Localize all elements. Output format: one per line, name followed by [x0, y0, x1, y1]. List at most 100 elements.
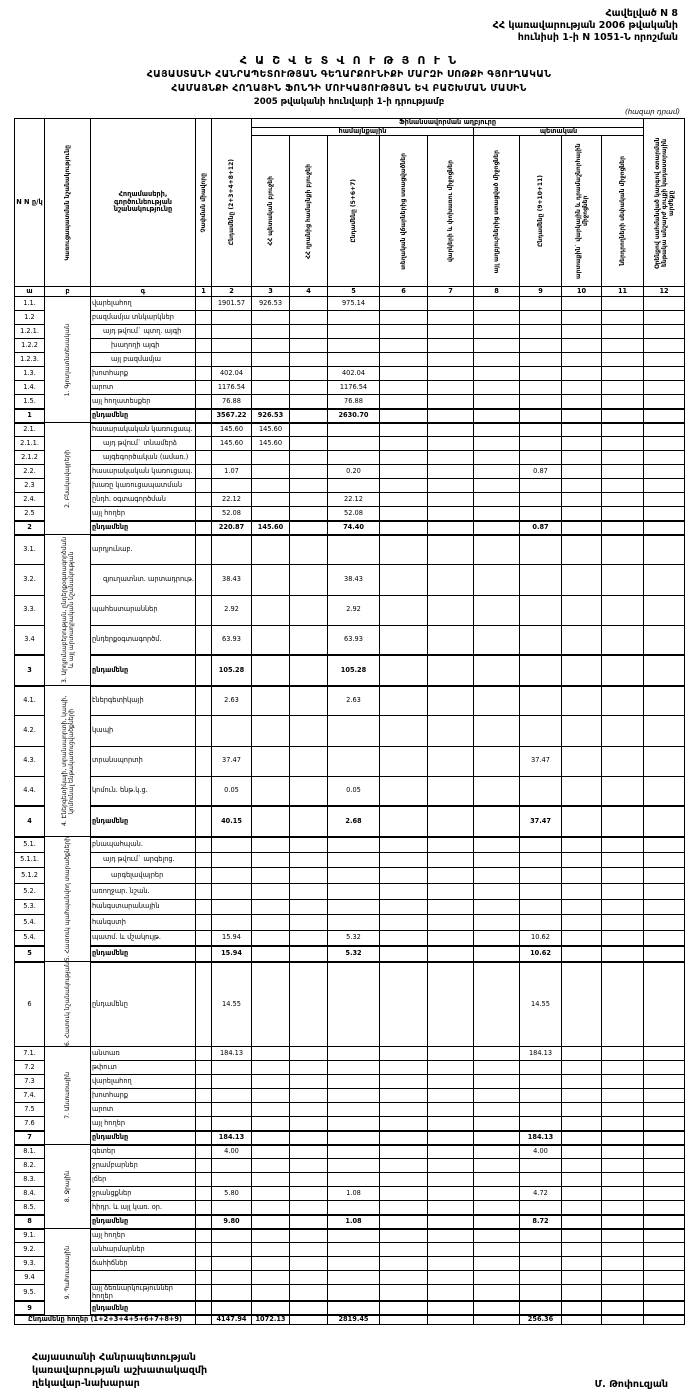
cell-col-1: 63.93: [211, 624, 252, 656]
cell-col-5: [379, 1270, 428, 1286]
table-header: N N ը/կ Կառուցապատման նշանակությունը Հող…: [14, 117, 686, 298]
cell-col-8: [519, 624, 562, 656]
cell-col-6: [427, 1088, 474, 1104]
cell-col-10: [600, 366, 645, 382]
cell-col-3: [289, 1129, 328, 1146]
cell-col-8: [519, 310, 562, 326]
cell-col-8: [519, 1116, 562, 1132]
cell-col-6: [427, 930, 474, 947]
row-code: 7.6: [14, 1116, 45, 1132]
header-col-2: ՀՀ պետական բյուջեի: [251, 135, 290, 288]
cell-col-8: [519, 450, 562, 466]
cell-col-10: [600, 715, 645, 747]
cell-col-10: [600, 1158, 645, 1174]
row-unit-cell: [195, 851, 212, 869]
cell-col-9: [561, 338, 602, 354]
row-label: ջրանցքներ: [90, 1186, 196, 1202]
cell-col-2: 926.53: [251, 407, 290, 424]
header-col-10: ներդրողների սեփական միջոցներ: [600, 135, 645, 288]
cell-col-10: [600, 1046, 645, 1062]
cell-col-11: [643, 1242, 686, 1258]
table-row: 1.2.3. այլ բազմամյա: [14, 352, 686, 368]
row-label: գետեր: [90, 1144, 196, 1160]
cell-col-9: [561, 506, 602, 522]
cell-col-6: [427, 296, 474, 312]
cell-col-9: [561, 1116, 602, 1132]
row-group-label-text: 4. Էներգետիկայի, տրանսպորտի, կապի, կոմու…: [60, 696, 75, 827]
row-group-label-text: 1. Գյուղատնտեսական: [64, 323, 71, 396]
cell-col-4: [327, 1242, 380, 1258]
cell-col-9: [561, 1074, 602, 1090]
row-label: ընդամենը: [90, 1300, 196, 1317]
cell-col-8: [519, 654, 562, 687]
cell-col-10: [600, 945, 645, 963]
cell-col-7: [473, 1172, 520, 1188]
table-row: 3.3. պահեստարաններ 2.92 2.92: [14, 594, 686, 626]
cell-col-5: [379, 564, 428, 596]
cell-col-11: [643, 1200, 686, 1216]
cell-col-11: [643, 851, 686, 869]
cell-col-10: [600, 338, 645, 354]
cell-col-7: [473, 310, 520, 326]
table-row: 9.3. ճահիճներ: [14, 1256, 686, 1272]
cell-col-2: [251, 324, 290, 340]
cell-col-6: [427, 1172, 474, 1188]
cell-col-11: [643, 1116, 686, 1132]
cell-col-10: [600, 1256, 645, 1272]
cell-col-4: [327, 745, 380, 777]
row-unit-cell: [195, 1242, 212, 1258]
table-row: 4.3. տրանսպորտի 37.47 37.47: [14, 745, 686, 777]
header-nn: N N ը/կ: [14, 117, 45, 288]
cell-col-5: [379, 867, 428, 885]
row-unit-cell: [195, 338, 212, 354]
cell-col-10: [600, 352, 645, 368]
unit-of-measure-note: (հազար դրամ): [625, 108, 680, 116]
cell-col-11: [643, 366, 686, 382]
row-unit-cell: [195, 1256, 212, 1272]
cell-col-4: 0.05: [327, 775, 380, 807]
row-label: կապի: [90, 715, 196, 747]
grand-total-col-11: [643, 1314, 686, 1326]
cell-col-4: [327, 1144, 380, 1160]
cell-col-1: 184.13: [211, 1046, 252, 1062]
cell-col-5: [379, 1102, 428, 1118]
cell-col-8: [519, 898, 562, 916]
cell-col-3: [289, 1186, 328, 1202]
cell-col-9: [561, 851, 602, 869]
cell-col-8: [519, 1242, 562, 1258]
row-unit-cell: [195, 945, 212, 963]
row-unit-cell: [195, 478, 212, 494]
cell-col-11: [643, 594, 686, 626]
cell-col-5: [379, 945, 428, 963]
cell-col-7: [473, 624, 520, 656]
cell-col-7: [473, 775, 520, 807]
table-row: 1 ընդամենը 3567.22 926.53 2630.70: [14, 407, 686, 424]
cell-col-1: 9.80: [211, 1213, 252, 1230]
cell-col-7: [473, 380, 520, 396]
row-unit-cell: [195, 961, 212, 1048]
cell-col-5: [379, 450, 428, 466]
table-row: 2.3 խառը կառուցապատման: [14, 478, 686, 494]
cell-col-11: [643, 1074, 686, 1090]
row-code: 8.2.: [14, 1158, 45, 1174]
cell-col-5: [379, 1129, 428, 1146]
cell-col-4: [327, 310, 380, 326]
cell-col-4: [327, 1200, 380, 1216]
cell-col-1: [211, 1116, 252, 1132]
cell-col-6: [427, 867, 474, 885]
row-label: արդյունաբ.: [90, 534, 196, 566]
row-code: 8.5.: [14, 1200, 45, 1216]
row-code: 1.2.1.: [14, 324, 45, 340]
row-label: հանգստարանային: [90, 898, 196, 916]
row-label: արգելավայրեր: [90, 867, 196, 885]
cell-col-7: [473, 1129, 520, 1146]
cell-col-7: [473, 394, 520, 410]
cell-col-6: [427, 945, 474, 963]
cell-col-9: [561, 961, 602, 1048]
cell-col-3: [289, 506, 328, 522]
cell-col-3: [289, 296, 328, 312]
cell-col-11: [643, 961, 686, 1048]
grand-total-col-1: 4147.94: [211, 1314, 252, 1326]
cell-col-9: [561, 594, 602, 626]
cell-col-9: [561, 1256, 602, 1272]
